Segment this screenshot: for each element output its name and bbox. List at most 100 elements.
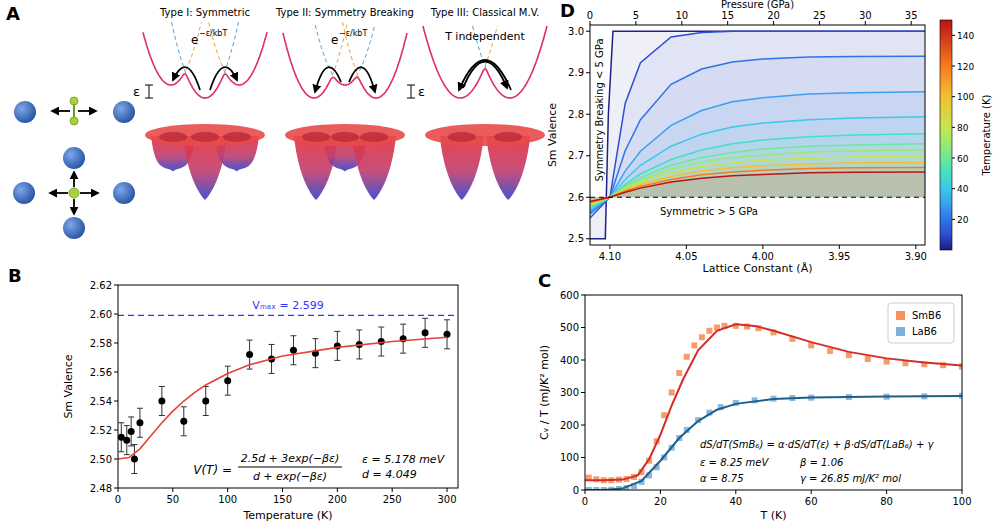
y-tick xyxy=(114,285,118,286)
y-axis-title: Sm Valence xyxy=(62,354,75,418)
curve-area xyxy=(590,31,925,239)
colorbar-tick xyxy=(952,219,955,220)
error-bar-cap xyxy=(181,406,187,407)
error-bar-cap xyxy=(400,353,406,354)
panel-letter: A xyxy=(6,3,20,24)
y-tick-label: 400 xyxy=(560,355,579,366)
arrow xyxy=(73,172,75,187)
y-tick xyxy=(581,327,585,328)
y-tick-label: 2.52 xyxy=(90,425,112,436)
colorbar-tick-label: 80 xyxy=(957,123,969,133)
colorbar-tick-label: 120 xyxy=(957,62,974,72)
data-point xyxy=(180,418,187,425)
error-bar-cap xyxy=(124,425,130,426)
atom-large xyxy=(113,101,135,123)
y-tick xyxy=(581,425,585,426)
formula: V(T) = xyxy=(193,463,232,477)
valence-curve xyxy=(590,134,925,208)
error-bar xyxy=(225,366,231,395)
error-bar-cap xyxy=(203,415,209,416)
reference-label: Vₘₐₓ = 2.599 xyxy=(252,299,323,312)
energy-bracket xyxy=(411,85,412,98)
colorbar-tick xyxy=(952,96,955,97)
x-tick xyxy=(118,488,119,492)
colorbar-tick xyxy=(952,188,955,189)
panel-letter: C xyxy=(538,270,551,291)
note: T independent xyxy=(444,30,525,43)
x-tick xyxy=(227,488,228,492)
x-axis-title: Temperature (K) xyxy=(243,509,333,522)
legend-box xyxy=(888,303,954,343)
valence-curve xyxy=(590,144,925,207)
x-tick-label: 250 xyxy=(383,494,402,505)
hop-arrow xyxy=(315,67,341,92)
error-bar xyxy=(312,339,318,368)
x-tick xyxy=(282,488,283,492)
funnel-mouth xyxy=(302,132,330,142)
y-tick-label: 300 xyxy=(560,387,579,398)
harmonic-well xyxy=(143,23,201,85)
parameter: β = 1.06 xyxy=(799,457,843,468)
fit-line xyxy=(118,337,447,459)
x-tick-label: 40 xyxy=(729,496,742,507)
y-tick-label: 200 xyxy=(560,420,579,431)
formula: d + exp(−βε) xyxy=(253,470,327,483)
funnel-mouth xyxy=(360,132,388,142)
y-tick xyxy=(581,490,585,491)
annotation: Symmetry Breaking < 5 GPa xyxy=(594,38,605,181)
y-tick-label: 2.50 xyxy=(90,454,112,465)
legend-swatch xyxy=(896,311,905,320)
plot-frame xyxy=(118,285,458,488)
rate-base: e xyxy=(191,33,198,47)
colorbar-tick xyxy=(952,66,955,67)
x-tick xyxy=(886,490,887,494)
colorbar-tick xyxy=(952,158,955,159)
error-bar-cap xyxy=(225,366,231,367)
y-tick-label: 2.60 xyxy=(90,309,112,320)
harmonic-well xyxy=(315,25,375,85)
x-tick xyxy=(915,245,916,249)
error-bar-cap xyxy=(444,348,450,349)
data-point xyxy=(378,338,385,345)
rate-base: e xyxy=(331,33,338,47)
y-tick-label: 2.58 xyxy=(90,338,112,349)
error-bar-cap xyxy=(378,356,384,357)
surface-top xyxy=(145,124,265,146)
annotation: Symmetric > 5 GPa xyxy=(660,206,758,217)
parameter: ε = 8.25 meV xyxy=(700,457,769,468)
legend-label: LaB6 xyxy=(912,326,937,337)
x-tick-label: 3.90 xyxy=(905,251,927,262)
x-tick xyxy=(962,490,963,494)
colorbar-tick xyxy=(952,127,955,128)
y-tick-label: 2.56 xyxy=(90,367,112,378)
error-bar xyxy=(444,320,450,349)
x-tick-label: 3.95 xyxy=(828,251,850,262)
x2-tick xyxy=(773,21,774,25)
error-bar-cap xyxy=(131,444,137,445)
hop-arrow xyxy=(459,60,511,90)
x-tick-label: 0 xyxy=(115,494,121,505)
error-bar xyxy=(159,387,165,416)
atom-small xyxy=(70,117,78,125)
valence-curve xyxy=(590,92,925,212)
x-tick-label: 4.00 xyxy=(752,251,774,262)
hop-arrow xyxy=(210,67,237,90)
funnel-mouth xyxy=(223,132,251,142)
y-tick xyxy=(114,343,118,344)
x2-tick xyxy=(590,21,591,25)
error-bar-cap xyxy=(378,327,384,328)
y-tick xyxy=(586,155,590,156)
energy-label: ε xyxy=(418,84,425,99)
plot-area xyxy=(585,323,962,490)
funnel-mouth xyxy=(331,132,359,142)
parameter: γ = 26.85 mJ/K² mol xyxy=(800,473,901,484)
data-point xyxy=(131,456,138,463)
y-tick xyxy=(581,392,585,393)
plot-area xyxy=(590,31,925,239)
y-tick xyxy=(586,197,590,198)
error-bar-cap xyxy=(137,408,143,409)
y-axis-title: Sm Valence xyxy=(546,103,559,167)
atom-large xyxy=(113,182,135,204)
harmonic-well xyxy=(172,22,239,98)
data-point xyxy=(136,419,143,426)
